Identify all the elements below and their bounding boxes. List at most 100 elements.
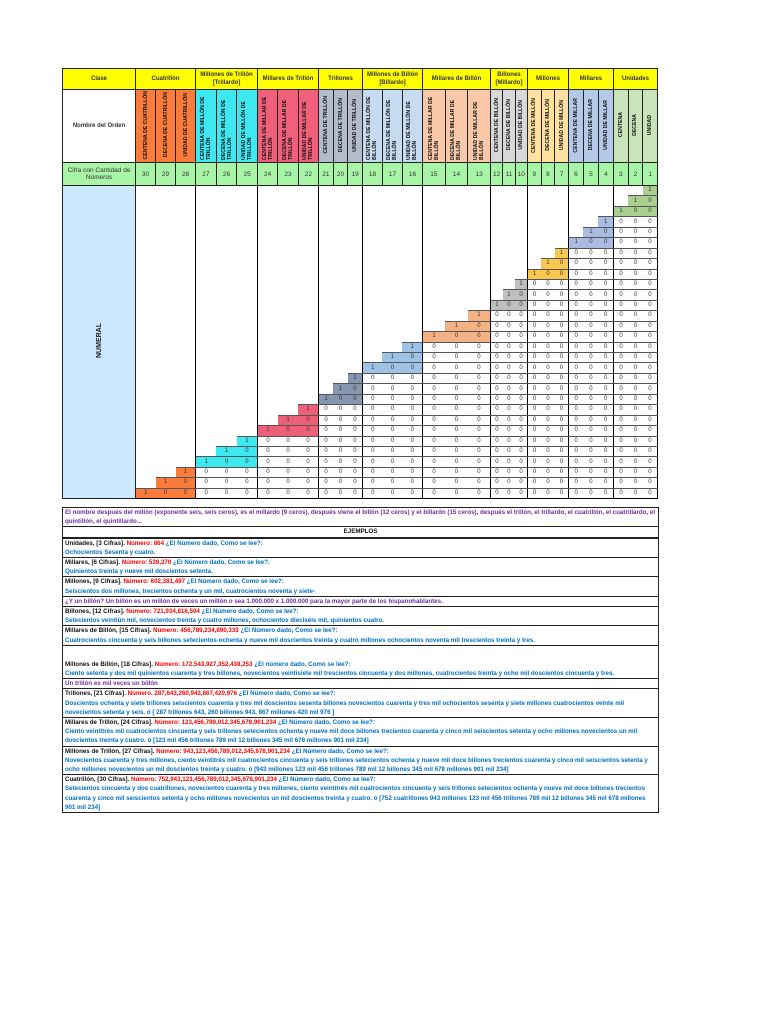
digit-cell [298,186,318,196]
order-name: UNIDAD DE MILLAR [602,100,609,150]
digit-cell: 0 [612,477,629,489]
digit-cell [278,227,298,237]
digit-cell: 0 [402,477,423,489]
digit-cell [156,342,176,352]
digit-count: 18 [361,162,383,186]
digit-cell [445,279,468,289]
digit-cell: 0 [642,320,658,333]
digit-cell: 0 [421,362,446,374]
digit-cell [156,384,176,394]
digit-cell: 0 [526,477,542,489]
digit-cell [278,332,298,342]
digit-cell: 0 [502,477,516,489]
digit-cell [489,195,503,207]
digit-cell: 0 [256,456,278,468]
digit-cell [176,384,196,394]
digit-cell [402,321,422,331]
digit-cell: 1 [318,393,334,406]
order-name-cell: CENTENA DE CUATRILLÓN [135,89,156,163]
digit-cell [382,321,402,331]
digit-cell: 1 [347,372,363,385]
example-label: Millares de Billón, [15 Cifras]. [65,627,152,635]
order-name-cell: UNIDAD DE TRILLÓN [347,89,363,163]
group-header: Billones [Millardo] [489,68,528,90]
digit-cell: 0 [612,289,629,301]
digit-cell [176,405,196,415]
digit-cell: 0 [541,372,555,385]
digit-cell [382,196,402,206]
digit-cell [421,216,446,228]
digit-cell [216,426,237,436]
digit-cell: 0 [598,466,614,479]
digit-cell [318,362,334,374]
digit-cell: 0 [612,237,629,249]
digit-cell [318,227,334,238]
digit-cell: 0 [583,341,599,354]
digit-count: 17 [381,162,403,186]
digit-cell [348,196,363,206]
digit-cell: 0 [598,341,614,354]
digit-cell [135,352,156,363]
digit-cell: 0 [402,383,423,395]
digit-cell: 0 [628,456,643,468]
digit-cell: 0 [567,299,584,312]
digit-cell [318,331,334,343]
digit-cell [216,227,237,237]
digit-cell: 0 [612,310,629,322]
digit-count: 1 [642,162,658,186]
digit-cell [567,185,584,196]
digit-cell: 0 [554,445,569,458]
digit-cell [298,290,318,300]
digit-cell: 0 [421,466,446,479]
digit-cell: 0 [489,466,503,479]
digit-cell [256,206,278,217]
digit-cell [318,321,334,332]
digit-cell [541,196,555,206]
digit-cell: 0 [502,445,516,458]
digit-cell: 0 [298,425,319,437]
digit-cell [361,289,383,301]
examples-title: EJEMPLOS [63,527,658,539]
digit-cell [256,404,278,416]
digit-cell: 0 [445,341,468,354]
digit-cell: 0 [445,487,468,500]
digit-cell [298,363,318,373]
order-name: DECENA DE MILLÓN [544,99,551,151]
digit-cell: 0 [502,299,516,312]
order-name: CENTENA DE MILLÓN DE BILLÓN [366,96,379,161]
digit-cell [216,363,237,373]
digit-cell: 0 [541,466,555,479]
example-reading: Setecientos cincuenta y dos cuatrillones… [65,785,646,811]
order-name-cell: DECENA DE MILLÓN [540,89,556,163]
digit-cell [583,217,598,227]
digit-cell [515,259,527,269]
digit-cell [135,477,156,489]
digit-cell: 0 [502,487,516,500]
group-header: Cuatrillón [134,68,197,90]
digit-cell [468,259,491,269]
digit-cell: 0 [642,205,658,218]
digit-cell [256,394,278,405]
example-label: Trillones, [21 Cifras]. [65,690,126,698]
digit-cell [333,186,348,196]
order-name-cell: CENTENA DE BILLÓN [489,89,504,163]
digit-cell: 0 [421,456,446,468]
digit-cell [468,206,491,216]
digit-cell [195,352,217,363]
digit-cell: 0 [642,258,658,270]
digit-cell [176,311,196,321]
digit-cell: 0 [628,205,643,218]
order-name: CENTENA DE TRILLÓN [322,96,329,154]
digit-cell [237,363,258,373]
digit-cell [361,279,383,290]
digit-cell [195,279,217,290]
digit-cell [503,196,515,206]
digit-cell: 0 [541,435,555,447]
digit-cell [333,363,348,373]
digit-cell [318,248,334,259]
digit-cell: 0 [318,425,334,437]
digit-cell: 0 [526,435,542,447]
digit-cell [402,196,422,206]
digit-cell: 0 [642,362,658,374]
digit-cell: 0 [642,425,658,437]
